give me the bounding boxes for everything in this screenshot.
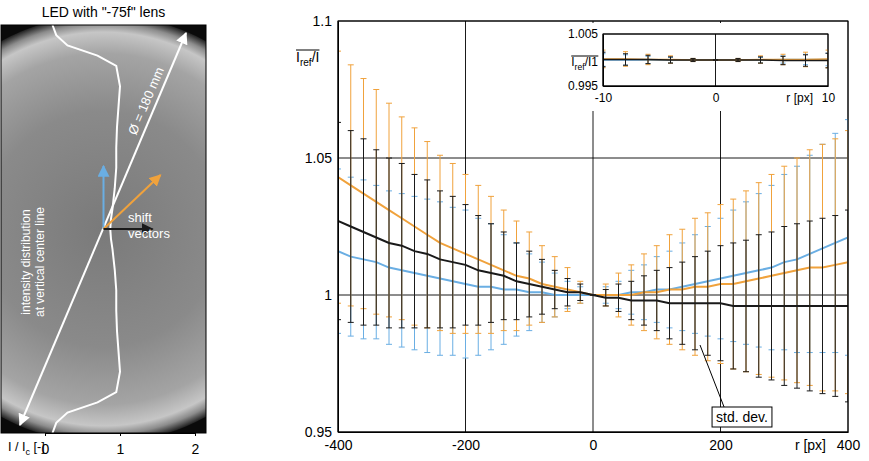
- inset-chart: -100100.9951.005r [px]Iref/I1: [538, 23, 843, 111]
- series-line: [603, 59, 828, 61]
- tick: 0.95: [305, 424, 338, 440]
- text-part: [-]: [30, 440, 45, 454]
- series: [603, 52, 828, 68]
- axis: 012: [42, 433, 200, 457]
- tick: 1: [324, 287, 338, 303]
- image-panel: LED with "-75f" lens012I / Ic [-]intensi…: [0, 4, 318, 457]
- tick-label: 0.995: [568, 79, 598, 93]
- subscript: ref: [575, 62, 586, 72]
- tick-label: 0.95: [305, 424, 332, 440]
- tick: -200: [452, 432, 480, 453]
- tick-label: 2: [192, 441, 200, 457]
- annotation-box: [712, 407, 772, 427]
- tick-label: 400: [837, 437, 861, 453]
- grid: [338, 21, 848, 432]
- error-bar: [424, 142, 430, 328]
- leader-line: [700, 345, 724, 407]
- axis-title: I / Ic [-]: [8, 440, 45, 457]
- figure: LED with "-75f" lens 0 1 2 I / Ic [-] intensi…: [0, 0, 869, 461]
- subscript: ref: [300, 57, 312, 68]
- annotation-line: Ø = 180 mm: [125, 65, 167, 137]
- tick: 1.1: [313, 13, 338, 29]
- image-frame: [1, 25, 206, 433]
- axis: -400-2000200400: [324, 432, 860, 453]
- series-line: [603, 59, 828, 60]
- annotation: Ø = 180 mm: [125, 65, 167, 137]
- diameter-arrow: [20, 33, 186, 425]
- axis: -10010: [595, 86, 836, 105]
- tick-label: 0: [590, 437, 598, 453]
- tick: 0.995: [568, 79, 603, 93]
- plot-marks: [603, 50, 828, 68]
- axis: 0.995 1.005: [568, 27, 604, 93]
- series: [603, 53, 828, 66]
- tick-label: 1: [117, 441, 125, 457]
- shift-vector: [104, 175, 161, 229]
- axis-title: r [px]: [786, 91, 813, 105]
- annotation: std. dev.: [700, 345, 772, 427]
- tick-label: 200: [709, 437, 733, 453]
- axis: 0.95 1 1.05 1.1: [305, 13, 339, 440]
- annotation: std. dev.: [716, 409, 768, 425]
- tick: 0: [713, 86, 720, 105]
- shift-vector: [103, 166, 105, 229]
- tick: 1: [117, 433, 125, 457]
- annotation: intensity distributionat vertical center…: [19, 207, 47, 317]
- text-part: I / I: [8, 440, 26, 454]
- overline: [296, 50, 319, 51]
- inset-background: [538, 23, 843, 111]
- tick-label: 1.1: [313, 13, 333, 29]
- tick-label: -200: [452, 437, 480, 453]
- tick-mark: [120, 433, 121, 436]
- series: [338, 122, 848, 401]
- grid: [603, 34, 828, 86]
- annotation: shiftvectors: [128, 210, 170, 241]
- tick: 1.05: [305, 150, 338, 166]
- tick: 2: [192, 433, 200, 457]
- tick: 1.005: [568, 27, 603, 41]
- text-part: /I: [312, 49, 320, 65]
- lit-disk: [1, 25, 206, 433]
- series: [603, 50, 828, 68]
- title: LED with "-75f" lens: [42, 4, 166, 20]
- tick-mark: [45, 433, 46, 436]
- series-line: [338, 221, 848, 306]
- plot-frame: [338, 21, 848, 432]
- overline: [571, 56, 598, 57]
- axis-title: r [px]: [795, 437, 826, 453]
- tick: 0: [590, 432, 598, 453]
- tick-label: 1.005: [568, 27, 598, 41]
- tick-label: 10: [822, 91, 836, 105]
- tick-label: 1: [324, 287, 332, 303]
- tick: 400: [837, 432, 861, 453]
- tick-mark: [195, 433, 196, 436]
- annotation-line: at vertical center line: [33, 207, 47, 317]
- arrows: [20, 33, 186, 425]
- text-part: /I1: [585, 55, 599, 69]
- annotation-line: vectors: [128, 226, 170, 241]
- photo: [1, 25, 206, 433]
- tick-label: 0: [713, 91, 720, 105]
- axis-title: Iref/I1: [571, 55, 598, 72]
- annotation-line: shift: [128, 210, 152, 225]
- axis-title: Iref/I: [296, 49, 319, 68]
- series-line: [603, 59, 828, 60]
- annotation-line: intensity distribution: [19, 209, 33, 314]
- tick: 10: [822, 86, 836, 105]
- tick-label: 1.05: [305, 150, 332, 166]
- main-chart: -400-20002004000.9511.051.1r [px]Iref/Is…: [296, 13, 860, 453]
- plot-frame: [603, 34, 828, 86]
- tick: 200: [709, 432, 733, 453]
